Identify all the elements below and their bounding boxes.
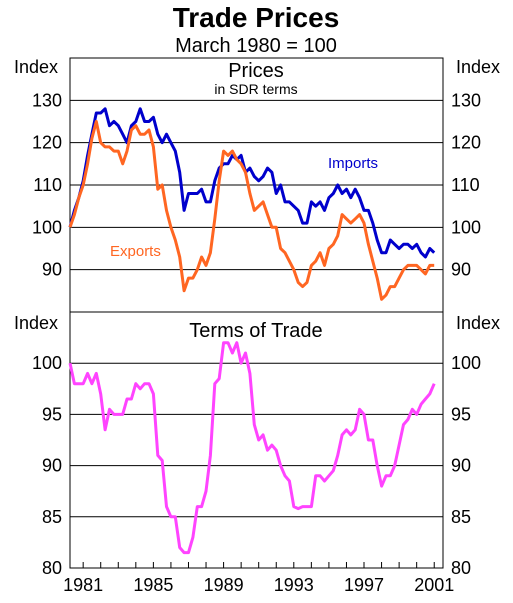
chart-subtitle: March 1980 = 100 bbox=[175, 35, 337, 57]
x-tick-label: 1989 bbox=[204, 575, 244, 595]
y-tick-label-left: 130 bbox=[32, 90, 62, 110]
chart-title: Trade Prices bbox=[173, 2, 340, 33]
y-tick-label-left: 110 bbox=[33, 175, 62, 195]
y-tick-label-left: 120 bbox=[32, 133, 62, 153]
y-tick-label-right: 80 bbox=[451, 558, 471, 578]
prices-panel-subtitle: in SDR terms bbox=[214, 81, 297, 97]
tot-ylabel-left: Index bbox=[14, 313, 58, 333]
prices-ylabel-left: Index bbox=[14, 57, 58, 77]
y-tick-label-left: 90 bbox=[42, 260, 62, 280]
tot-panel-title: Terms of Trade bbox=[189, 320, 322, 342]
terms-of-trade-series-line bbox=[68, 341, 436, 555]
y-tick-label-right: 130 bbox=[451, 90, 481, 110]
exports-label: Exports bbox=[110, 243, 161, 260]
x-tick-label: 1997 bbox=[344, 575, 384, 595]
chart-frame bbox=[69, 57, 444, 569]
y-tick-label-left: 90 bbox=[42, 456, 62, 476]
x-tick-label: 1993 bbox=[274, 575, 314, 595]
y-tick-label-left: 100 bbox=[32, 217, 62, 237]
y-tick-label-right: 90 bbox=[451, 260, 471, 280]
y-tick-label-right: 120 bbox=[451, 133, 481, 153]
exports-series-line bbox=[68, 120, 435, 301]
y-tick-label-right: 90 bbox=[451, 456, 471, 476]
y-tick-label-right: 95 bbox=[451, 404, 471, 424]
y-tick-label-left: 100 bbox=[32, 353, 62, 373]
y-tick-label-right: 100 bbox=[451, 353, 481, 373]
imports-series-line bbox=[68, 107, 436, 259]
prices-ylabel-right: Index bbox=[456, 57, 500, 77]
prices-panel-title: Prices bbox=[228, 60, 284, 82]
x-tick-label: 1981 bbox=[63, 575, 103, 595]
y-tick-label-right: 85 bbox=[451, 507, 471, 527]
imports-label: Imports bbox=[328, 155, 378, 172]
y-tick-label-right: 110 bbox=[451, 175, 480, 195]
x-tick-label: 2001 bbox=[414, 575, 454, 595]
y-tick-label-left: 85 bbox=[42, 507, 62, 527]
tot-ylabel-right: Index bbox=[456, 313, 500, 333]
y-tick-label-left: 80 bbox=[42, 558, 62, 578]
y-tick-label-left: 95 bbox=[42, 404, 62, 424]
y-tick-label-right: 100 bbox=[451, 217, 481, 237]
x-tick-label: 1985 bbox=[133, 575, 173, 595]
